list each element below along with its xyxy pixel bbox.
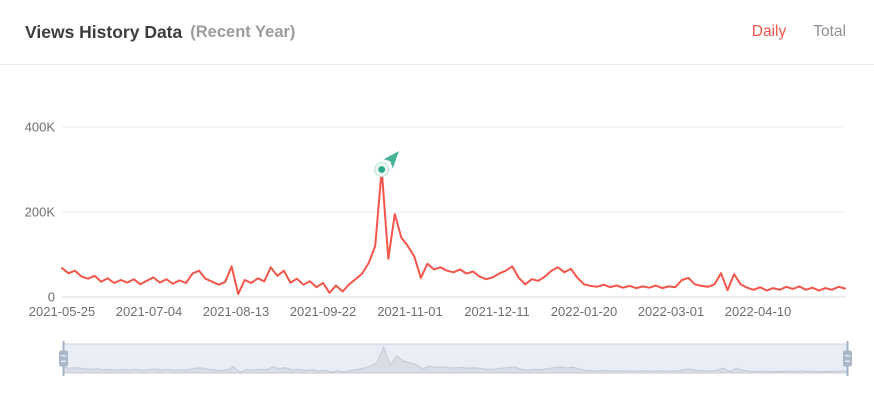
x-axis-tick-label: 2021-09-22	[290, 304, 357, 319]
x-axis-tick-label: 2022-03-01	[638, 304, 705, 319]
datazoom-slider[interactable]	[0, 336, 874, 380]
panel-header: Views History Data (Recent Year) Daily T…	[0, 0, 874, 64]
trend-arrow-icon	[383, 151, 399, 169]
x-axis-tick-label: 2021-07-04	[116, 304, 183, 319]
y-axis-tick-label: 200K	[25, 205, 56, 220]
tab-daily[interactable]: Daily	[751, 23, 787, 40]
tab-total[interactable]: Total	[813, 23, 846, 40]
datazoom-right-handle[interactable]	[843, 350, 852, 367]
page-subtitle: (Recent Year)	[190, 22, 296, 41]
x-axis-tick-label: 2021-08-13	[203, 304, 270, 319]
y-axis-tick-label: 400K	[25, 120, 56, 135]
y-axis-tick-label: 0	[48, 290, 55, 305]
views-series-line[interactable]	[61, 168, 846, 295]
datazoom-left-handle[interactable]	[59, 350, 68, 367]
x-axis-tick-label: 2021-12-11	[464, 304, 530, 319]
x-axis-tick-label: 2021-11-01	[377, 304, 443, 319]
peak-marker-dot	[378, 166, 386, 173]
views-line-chart[interactable]: 0 200K 400K 2021-05-25 2021-07-04 2021-08-13 2…	[0, 80, 874, 336]
granularity-tabs: Daily Total	[752, 23, 846, 41]
datazoom-data-silhouette	[63, 345, 848, 374]
x-axis-tick-label: 2021-05-25	[29, 304, 96, 319]
x-axis-tick-label: 2022-01-20	[551, 304, 618, 319]
header-divider	[0, 64, 874, 65]
page-title: Views History Data	[25, 21, 183, 42]
x-axis-tick-label: 2022-04-10	[725, 304, 792, 319]
